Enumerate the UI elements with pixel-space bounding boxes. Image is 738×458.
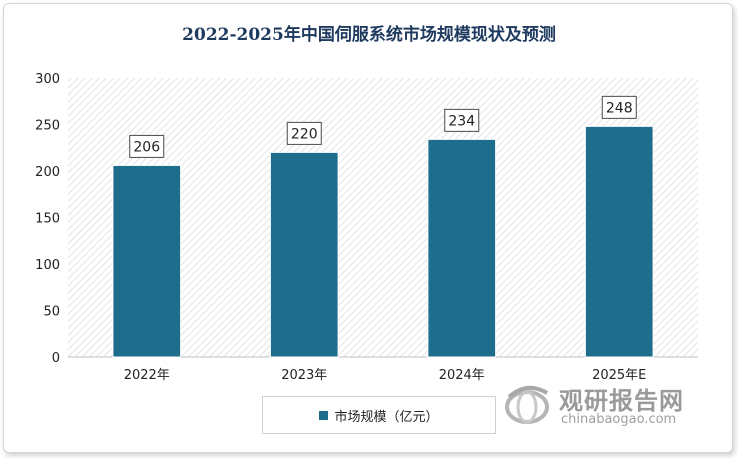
chart-title: 2022-2025年中国伺服系统市场规模现状及预测	[182, 25, 556, 45]
data-label-box	[601, 95, 637, 119]
y-tick-label: 50	[43, 305, 60, 320]
x-tick-label: 2025年E	[592, 368, 646, 383]
data-label: 234	[448, 113, 475, 129]
y-tick-label: 0	[52, 351, 60, 366]
globe-logo-icon	[505, 385, 549, 424]
data-label-box	[444, 108, 480, 132]
y-tick-label: 200	[35, 165, 60, 180]
watermark-url: chinabaogao.com	[561, 412, 677, 427]
data-label: 206	[133, 139, 160, 155]
data-label-box	[286, 121, 322, 145]
x-tick-label: 2022年	[124, 368, 170, 383]
y-tick-label: 100	[35, 258, 60, 273]
y-tick-label: 250	[35, 119, 60, 134]
watermark: 观研报告网 chinabaogao.com	[503, 379, 703, 435]
legend: 市场规模（亿元）	[262, 396, 496, 434]
bar	[112, 164, 182, 358]
bar	[584, 125, 654, 358]
y-tick-label: 150	[35, 212, 60, 227]
watermark-name: 观研报告网	[559, 387, 684, 415]
x-tick-label: 2024年	[439, 368, 485, 383]
data-label-box	[129, 134, 165, 158]
legend-swatch	[319, 410, 329, 420]
bar	[269, 151, 339, 358]
legend-label: 市场规模（亿元）	[334, 409, 439, 425]
y-tick-label: 300	[35, 72, 60, 87]
data-label: 248	[606, 100, 633, 116]
x-tick-label: 2023年	[281, 368, 327, 383]
bar	[427, 138, 497, 358]
data-label: 220	[291, 126, 318, 142]
